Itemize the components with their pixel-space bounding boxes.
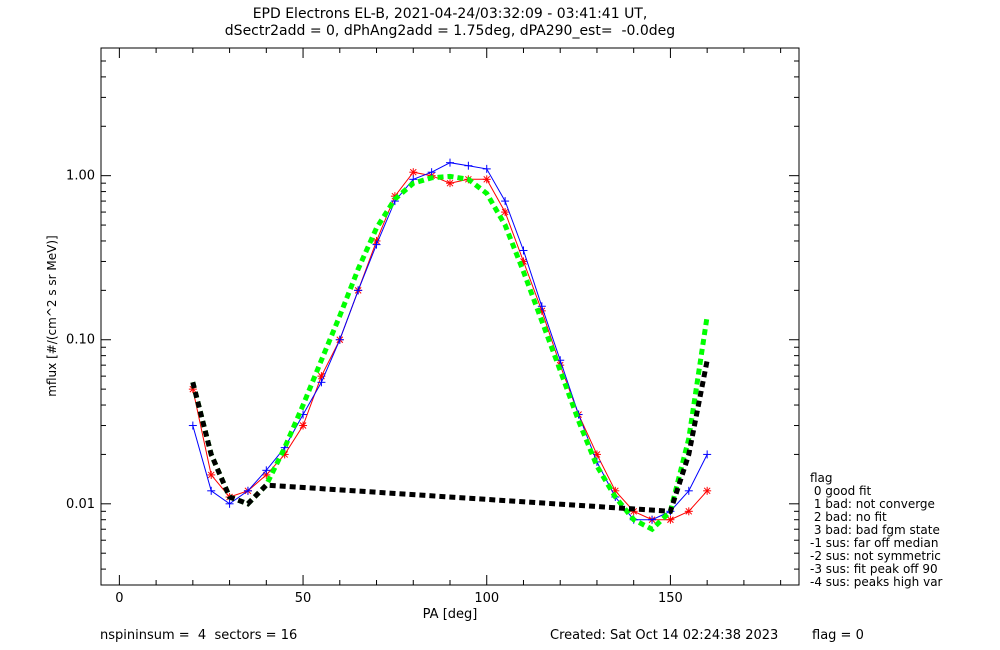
flag-legend-item: 1 bad: not converge: [810, 497, 935, 511]
data-point-marker: [537, 302, 546, 311]
marker-stroke: [501, 208, 509, 216]
marker-stroke: [281, 451, 289, 458]
data-point-marker: [207, 470, 216, 479]
footer-nspin-sectors: nspininsum = 4 sectors = 16: [100, 628, 298, 643]
y-tick-label: 1.00: [66, 169, 95, 184]
flag-legend-item: -2 sus: not symmetric: [810, 549, 941, 563]
marker-stroke: [262, 471, 270, 479]
series-layer: [188, 158, 712, 533]
data-point-marker: [501, 208, 510, 217]
data-point-marker: [482, 164, 491, 173]
marker-stroke: [299, 422, 307, 429]
y-tick-label: 0.10: [66, 333, 95, 348]
data-point-marker: [409, 168, 418, 177]
flag-legend-item: -1 sus: far off median: [810, 536, 939, 550]
flag-legend-item: 0 good fit: [810, 484, 872, 498]
chart-title-line2: dSectr2add = 0, dPhAng2add = 1.75deg, dP…: [224, 23, 676, 39]
data-point-marker: [299, 421, 308, 430]
x-tick-label: 150: [658, 591, 683, 606]
data-point-marker: [684, 507, 693, 516]
data-point-marker: [317, 378, 326, 387]
flag-legend-item: 2 bad: no fit: [810, 510, 887, 524]
marker-stroke: [703, 487, 711, 495]
data-point-marker: [446, 179, 454, 188]
data-point-marker: [482, 175, 491, 184]
marker-stroke: [318, 372, 325, 380]
flag-legend-item: -4 sus: peaks high var: [810, 575, 943, 589]
x-tick-label: 100: [474, 591, 499, 606]
marker-stroke: [446, 179, 454, 187]
marker-stroke: [207, 471, 215, 479]
data-point-marker: [354, 286, 363, 295]
data-point-marker: [684, 486, 693, 495]
flag-legend: flag 0 good fit 1 bad: not converge 2 ba…: [810, 472, 942, 589]
y-tick-label: 0.01: [66, 497, 95, 512]
data-point-marker: [188, 421, 197, 430]
chart-title-line1: EPD Electrons EL-B, 2021-04-24/03:32:09 …: [252, 6, 648, 22]
data-point-marker: [519, 246, 528, 255]
data-point-marker: [243, 486, 252, 495]
footer-flag: flag = 0: [812, 628, 864, 643]
marker-stroke: [483, 175, 491, 183]
x-tick-label: 50: [295, 591, 312, 606]
flag-legend-item: -3 sus: fit peak off 90: [810, 562, 938, 576]
data-point-marker: [225, 499, 234, 508]
data-point-marker: [372, 240, 381, 249]
data-point-marker: [427, 168, 436, 177]
data-point-marker: [446, 158, 454, 167]
series-line: [192, 162, 708, 521]
marker-stroke: [667, 516, 674, 524]
marker-stroke: [685, 507, 693, 515]
fit-curve-line: [190, 359, 710, 514]
data-point-marker: [703, 450, 712, 459]
flag-legend-item: 3 bad: bad fgm state: [810, 523, 940, 537]
marker-stroke: [409, 168, 417, 176]
data-point-marker: [703, 486, 712, 495]
data-point-marker: [464, 161, 473, 170]
data-point-marker: [262, 466, 271, 475]
flag-legend-title: flag: [810, 471, 833, 485]
fit-curve-line: [190, 173, 710, 533]
x-tick-label: 0: [115, 591, 123, 606]
data-point-marker: [648, 515, 657, 524]
data-point-marker: [207, 486, 216, 495]
axis-ticks: [101, 47, 799, 585]
data-point-marker: [335, 335, 344, 344]
y-axis-label: mflux [#/(cm^2 s sr MeV)]: [45, 235, 59, 396]
tick-labels: 0 50 100 150 0.01 0.10 1.00: [66, 169, 683, 606]
footer-created: Created: Sat Oct 14 02:24:38 2023: [550, 628, 779, 643]
data-point-marker: [666, 515, 675, 524]
x-axis-label: PA [deg]: [423, 607, 478, 622]
series-line: [192, 171, 708, 521]
data-point-marker: [501, 197, 510, 206]
